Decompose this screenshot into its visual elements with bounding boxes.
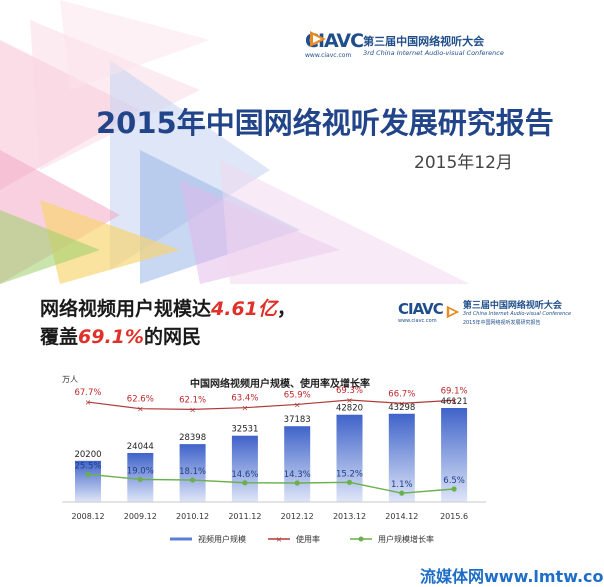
cover-slide: CIAVC www.ciavc.com 第三届中国网络视听大会 3rd Chin… [0,0,604,284]
legend-marker [358,536,364,542]
legend-label: 用户规模增长率 [378,534,434,544]
slide-logo: CIAVC www.ciavc.com 第三届中国网络视听大会 3rd Chin… [398,298,571,326]
usage-rate-line [87,399,455,410]
usage-rate-marker: × [85,398,92,407]
bar-value-label: 42820 [336,404,363,414]
bar-value-label: 20200 [74,450,101,460]
bar-user-scale [75,460,101,502]
bar-user-scale [441,408,468,502]
usage-rate-label: 67.7% [74,388,101,398]
growth-rate-label: 19.0% [127,466,154,476]
headline-text: 覆盖 [40,326,79,348]
chart-unit-label: 万人 [62,375,78,384]
growth-rate-marker [399,490,405,496]
headline-user-count: 4.61亿 [211,298,277,320]
logo-emblem-icon [310,31,326,47]
logo-url: www.ciavc.com [398,318,437,324]
usage-rate-label: 65.9% [284,390,311,400]
growth-rate-marker [451,486,457,492]
usage-rate-marker: × [346,396,353,405]
growth-rate-marker [294,480,300,486]
cover-background-triangles [0,0,470,284]
logo-chinese-name: 第三届中国网络视听大会 [462,301,562,311]
growth-rate-marker [242,480,248,486]
logo-url: www.ciavc.com [305,52,352,59]
bar-value-label: 37183 [284,415,311,425]
usage-rate-label: 69.1% [441,386,468,396]
growth-rate-label: 1.1% [391,480,413,490]
bar-user-scale [231,435,258,502]
usage-rate-marker: × [294,400,301,409]
usage-rate-label: 69.3% [336,386,363,396]
bar-value-label: 24044 [127,442,154,452]
headline-comma: ， [276,298,296,320]
usage-rate-marker: × [398,399,405,408]
bar-value-label: 32531 [231,425,258,435]
watermark: 流媒体网www.lmtw.com [420,567,604,586]
legend-marker: × [276,535,283,544]
growth-rate-label: 15.2% [336,469,363,479]
logo-emblem-icon [446,305,460,319]
x-tick-label: 2013.12 [333,512,366,521]
growth-rate-marker [346,479,353,485]
bar-value-label: 46121 [441,397,468,407]
bar-user-scale [388,413,415,502]
usage-rate-label: 66.7% [388,389,415,399]
logo-chinese-name: 第三届中国网络视听大会 [363,34,485,48]
report-date: 2015年12月 [414,153,513,173]
cover-logo: CIAVC www.ciavc.com 第三届中国网络视听大会 3rd Chin… [305,30,504,59]
headline-text: 网络视频用户规模达 [40,298,212,320]
growth-rate-label: 14.6% [231,470,258,480]
usage-rate-marker: × [451,396,458,405]
x-tick-label: 2012.12 [281,512,314,521]
legend-label: 使用率 [296,534,320,544]
headline-line-2: 覆盖69.1%的网民 [40,322,201,349]
headline-coverage-rate: 69.1% [78,326,144,348]
logo-english-name: 3rd China Internet Audio-visual Conferen… [363,48,504,57]
bar-value-label: 28398 [179,433,206,443]
growth-rate-label: 6.5% [443,476,465,486]
logo-report-name: 2015年中国网络视听发展研究报告 [462,320,541,326]
logo-wordmark: CIAVC [305,30,364,52]
user-scale-slide: 网络视频用户规模达4.61亿， 覆盖69.1%的网民 CIAVC www.cia… [0,284,604,584]
growth-rate-label: 18.1% [179,467,206,477]
growth-rate-marker [137,476,143,482]
usage-rate-label: 62.1% [179,395,206,405]
headline-line-1: 网络视频用户规模达4.61亿， [40,294,296,321]
growth-rate-marker [85,471,91,477]
legend-label: 视频用户规模 [198,534,246,544]
x-tick-label: 2014.12 [385,512,418,521]
usage-rate-marker: × [242,404,249,413]
growth-rate-line [87,473,455,494]
bar-user-scale [284,426,311,502]
growth-rate-label: 14.3% [284,470,311,480]
report-title: 2015年中国网络视听发展研究报告 [96,106,554,140]
x-tick-label: 2009.12 [124,512,157,521]
usage-rate-label: 63.4% [231,394,258,404]
chart-title: 中国网络视频用户规模、使用率及增长率 [190,377,370,390]
x-tick-label: 2011.12 [228,512,261,521]
logo-wordmark: CIAVC [398,300,444,318]
x-tick-label: 2015.6 [440,512,468,521]
bar-user-scale [179,444,206,502]
growth-rate-label: 25.5% [74,461,101,471]
headline-text: 的网民 [143,326,201,348]
usage-rate-marker: × [137,405,144,414]
usage-rate-marker: × [189,405,196,414]
x-tick-label: 2010.12 [176,512,209,521]
bar-value-label: 43298 [388,403,415,413]
growth-rate-marker [190,477,196,483]
user-scale-chart: 中国网络视频用户规模、使用率及增长率 万人 × × × × × × × × 20200 2404… [62,375,486,544]
usage-rate-label: 62.6% [127,395,154,405]
x-tick-label: 2008.12 [71,512,104,521]
bar-user-scale [336,414,363,502]
logo-english-name: 3rd China Internet Audio-visual Conferen… [462,311,572,317]
